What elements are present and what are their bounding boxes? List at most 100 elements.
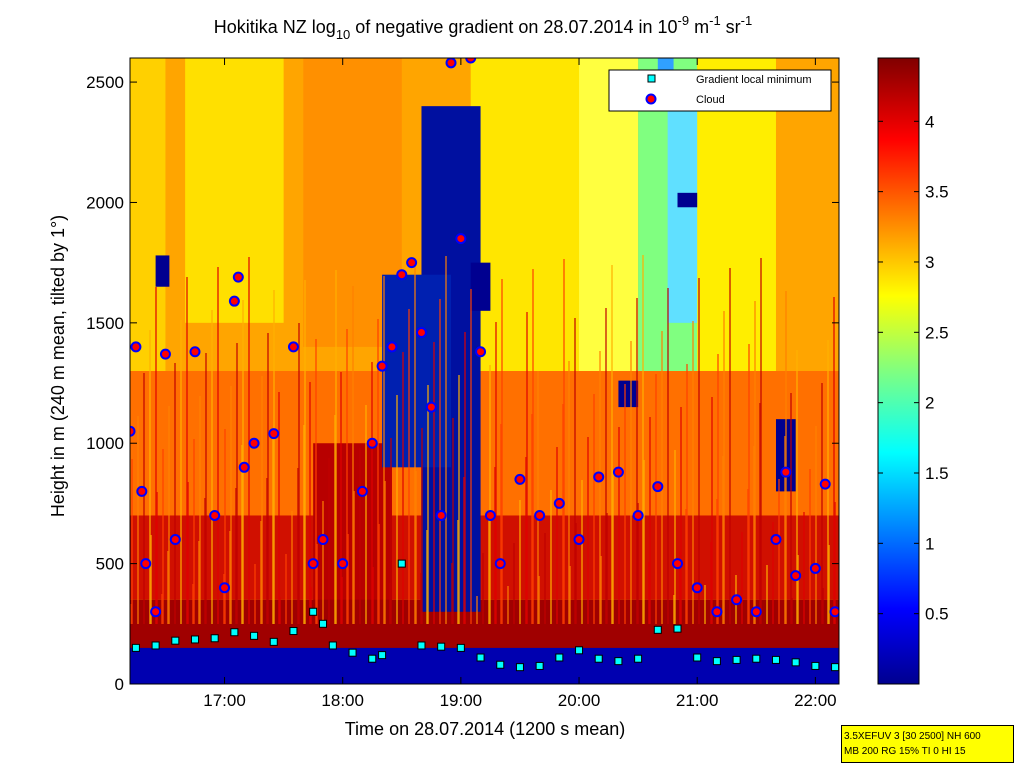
gradient-minimum-marker bbox=[131, 643, 140, 652]
heatmap-streak bbox=[569, 566, 571, 624]
heatmap-streak bbox=[310, 587, 312, 624]
cloud-marker bbox=[317, 534, 329, 546]
heatmap-streak bbox=[150, 535, 152, 624]
cloud-marker bbox=[209, 509, 221, 521]
cloud-marker bbox=[189, 346, 201, 358]
heatmap-streak bbox=[273, 290, 275, 624]
heatmap-streak bbox=[821, 383, 823, 624]
cloud-marker bbox=[494, 558, 506, 570]
heatmap-streak bbox=[778, 479, 780, 624]
heatmap-streak bbox=[168, 406, 170, 624]
cloud-marker bbox=[514, 473, 526, 485]
heatmap-streak bbox=[772, 522, 774, 624]
info-line-1: 3.5XEFUV 3 [30 2500] NH 600 bbox=[844, 731, 981, 742]
cloud-marker bbox=[819, 478, 831, 490]
heatmap-streak bbox=[568, 361, 570, 624]
cloud-marker bbox=[307, 558, 319, 570]
heatmap-streak bbox=[304, 280, 306, 624]
x-tick-label: 18:00 bbox=[321, 691, 364, 710]
heatmap-streak bbox=[347, 534, 349, 624]
heatmap-streak bbox=[211, 310, 213, 624]
gradient-minimum-marker bbox=[171, 636, 180, 645]
gradient-minimum-marker bbox=[151, 641, 160, 650]
heatmap-streak bbox=[482, 553, 484, 624]
heatmap-streak bbox=[328, 458, 330, 624]
colorbar-tick-label: 4 bbox=[925, 112, 934, 131]
gradient-minimum-marker bbox=[732, 655, 741, 664]
heatmap-streak bbox=[532, 269, 534, 624]
cloud-marker bbox=[731, 594, 743, 606]
y-tick-label: 2000 bbox=[86, 193, 124, 212]
heatmap-streak bbox=[341, 577, 343, 624]
gradient-minimum-marker bbox=[397, 559, 406, 568]
heatmap-streak bbox=[427, 385, 429, 624]
legend-label-cloud: Cloud bbox=[696, 94, 725, 106]
heatmap-streak bbox=[581, 480, 583, 624]
heatmap-streak bbox=[353, 491, 355, 624]
gradient-minimum-marker bbox=[289, 627, 298, 636]
cloud-marker bbox=[809, 562, 821, 574]
heatmap-streak bbox=[538, 576, 540, 624]
gradient-minimum-marker bbox=[476, 653, 485, 662]
cloud-marker bbox=[169, 534, 181, 546]
heatmap-streak bbox=[365, 405, 367, 624]
x-tick-label: 17:00 bbox=[203, 691, 246, 710]
heatmap-streak bbox=[667, 288, 669, 624]
heatmap-streak bbox=[605, 308, 607, 624]
heatmap-streak bbox=[822, 588, 824, 624]
heatmap-streak bbox=[611, 265, 613, 624]
heatmap-streak bbox=[803, 512, 805, 624]
heatmap-streak bbox=[636, 298, 638, 624]
x-tick-label: 22:00 bbox=[794, 691, 837, 710]
heatmap-streak bbox=[599, 351, 601, 624]
cloud-marker bbox=[711, 606, 723, 618]
cloud-marker bbox=[366, 437, 378, 449]
heatmap-streak bbox=[402, 352, 404, 624]
heatmap-streak bbox=[452, 418, 454, 624]
heatmap-streak bbox=[600, 556, 602, 624]
heatmap-streak bbox=[612, 470, 614, 624]
legend-circle-marker bbox=[645, 93, 657, 105]
cloud-marker bbox=[396, 269, 408, 281]
heatmap-streak bbox=[248, 257, 250, 624]
heatmap-streak bbox=[390, 438, 392, 624]
heatmap-streak bbox=[642, 255, 644, 624]
heatmap-streak bbox=[748, 344, 750, 624]
gradient-minimum-marker bbox=[417, 641, 426, 650]
y-axis: 0 500 1000 1500 2000 2500 bbox=[86, 73, 839, 694]
heatmap-streak bbox=[550, 490, 552, 624]
heatmap-band bbox=[130, 647, 839, 684]
heatmap-streak bbox=[267, 333, 269, 624]
colorbar-tick-label: 2 bbox=[925, 394, 934, 413]
heatmap-streak bbox=[186, 277, 188, 624]
gradient-minimum-marker bbox=[771, 655, 780, 664]
heatmap-streak bbox=[421, 428, 423, 624]
heatmap-streak bbox=[205, 353, 207, 624]
colorbar-tick-label: 1 bbox=[925, 534, 934, 553]
heatmap-streak bbox=[649, 417, 651, 624]
heatmap-streak bbox=[760, 258, 762, 624]
cloud-marker bbox=[219, 582, 231, 594]
cloud-marker bbox=[435, 509, 447, 521]
cloud-marker bbox=[593, 471, 605, 483]
heatmap-band bbox=[618, 380, 639, 408]
x-tick-label: 20:00 bbox=[558, 691, 601, 710]
cloud-marker bbox=[455, 233, 467, 245]
heatmap-streak bbox=[698, 278, 700, 624]
info-box: 3.5XEFUV 3 [30 2500] NH 600 MB 200 RG 15… bbox=[841, 725, 1014, 763]
heatmap-streak bbox=[193, 439, 195, 624]
gradient-minimum-marker bbox=[190, 635, 199, 644]
heatmap-streak bbox=[131, 459, 133, 624]
heatmap-streak bbox=[624, 384, 626, 624]
heatmap-streak bbox=[187, 482, 189, 624]
heatmap-streak bbox=[359, 448, 361, 624]
heatmap-streak bbox=[298, 323, 300, 624]
heatmap-streak bbox=[254, 564, 256, 624]
y-tick-label: 500 bbox=[96, 555, 124, 574]
heatmap-band bbox=[677, 192, 698, 208]
heatmap-streak bbox=[575, 523, 577, 624]
heatmap-streak bbox=[501, 279, 503, 624]
gradient-minimum-marker bbox=[230, 628, 239, 637]
heatmap-streak bbox=[618, 427, 620, 624]
heatmap-streak bbox=[439, 299, 441, 624]
